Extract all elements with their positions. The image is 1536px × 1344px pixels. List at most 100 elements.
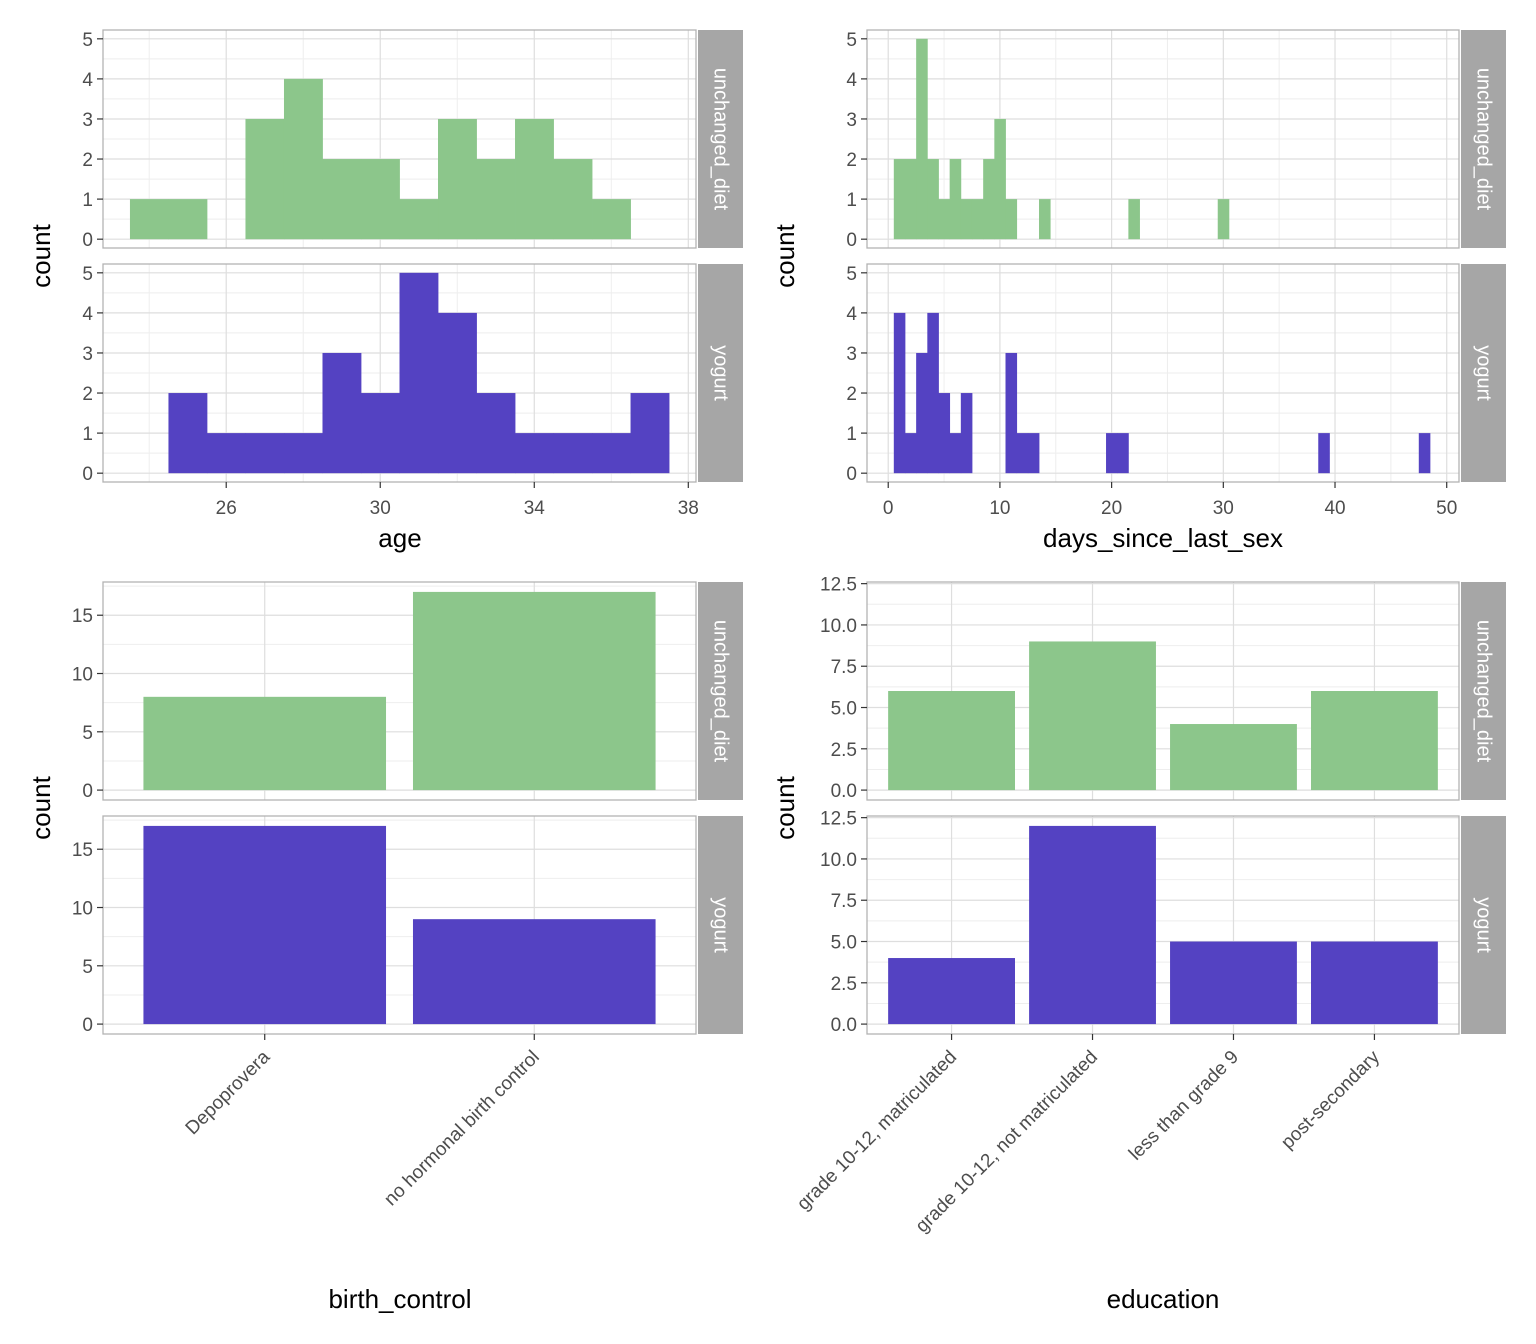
histogram-bar	[554, 433, 593, 473]
histogram-bar	[927, 313, 939, 473]
y-tick-label: 3	[846, 344, 857, 365]
histogram-bar	[961, 393, 973, 473]
y-tick-label: 5	[82, 957, 93, 978]
y-tick-label: 5	[82, 30, 93, 51]
y-tick-label: 3	[82, 344, 93, 365]
histogram-bar	[400, 199, 439, 239]
x-tick-label: 10	[989, 498, 1010, 519]
histogram-bar	[938, 199, 950, 239]
histogram-bar	[245, 433, 284, 473]
y-tick-label: 0	[846, 230, 857, 251]
bar	[1170, 942, 1297, 1025]
bar	[1170, 724, 1297, 790]
y-tick-label: 4	[82, 70, 93, 91]
y-axis-title: count	[26, 775, 56, 839]
x-tick-label: 0	[883, 498, 894, 519]
y-tick-label: 15	[72, 840, 93, 861]
y-tick-label: 0	[82, 1015, 93, 1036]
facet-strip-label: yogurt	[710, 345, 732, 401]
y-tick-label: 10	[72, 665, 93, 686]
facet-strip-label: unchanged_diet	[710, 68, 732, 211]
histogram-bar	[400, 273, 439, 473]
y-tick-label: 15	[72, 606, 93, 627]
bar	[1029, 641, 1156, 790]
histogram-bar	[322, 159, 361, 239]
y-tick-label: 12.5	[820, 809, 857, 830]
x-tick-label: 38	[678, 498, 699, 519]
y-tick-label: 10.0	[820, 616, 857, 637]
bar	[143, 826, 386, 1024]
facet-strip-label: unchanged_diet	[1473, 620, 1495, 763]
histogram-bar	[1006, 199, 1018, 239]
y-tick-label: 5.0	[831, 933, 857, 954]
y-tick-label: 0	[82, 781, 93, 802]
x-tick-label: grade 10-12, matriculated	[793, 1047, 961, 1215]
y-tick-label: 5.0	[831, 699, 857, 720]
histogram-bar	[950, 159, 962, 239]
y-tick-label: 0	[846, 464, 857, 485]
y-tick-label: 4	[846, 70, 857, 91]
histogram-bar	[592, 199, 631, 239]
histogram-bar	[515, 433, 554, 473]
x-tick-label: 30	[1213, 498, 1234, 519]
facet-strip-label: yogurt	[710, 897, 732, 953]
x-tick-label: 20	[1101, 498, 1122, 519]
histogram-bar	[361, 159, 400, 239]
histogram-bar	[168, 393, 207, 473]
histogram-bar	[938, 393, 950, 473]
y-tick-label: 0	[82, 464, 93, 485]
x-tick-label: no hormonal birth control	[380, 1047, 543, 1210]
facet-strip-label: unchanged_diet	[710, 620, 732, 763]
y-tick-label: 3	[82, 110, 93, 131]
panel-unchanged-diet: 0.02.55.07.510.012.5unchanged_diet	[820, 575, 1506, 802]
y-tick-label: 4	[846, 304, 857, 325]
histogram-bar	[927, 159, 939, 239]
y-tick-label: 10.0	[820, 850, 857, 871]
histogram-bar	[916, 39, 928, 239]
y-tick-label: 5	[82, 723, 93, 744]
x-tick-label: Depoprovera	[182, 1046, 275, 1139]
histogram-bar	[168, 199, 207, 239]
histogram-bar	[207, 433, 246, 473]
y-tick-label: 1	[846, 424, 857, 445]
x-tick-label: less than grade 9	[1125, 1047, 1243, 1165]
histogram-bar	[284, 79, 323, 239]
histogram-bar	[1039, 199, 1051, 239]
x-tick-label: 40	[1324, 498, 1345, 519]
facet-strip-label: unchanged_diet	[1473, 68, 1495, 211]
histogram-bar	[894, 159, 906, 239]
histogram-bar	[284, 433, 323, 473]
y-tick-label: 2.5	[831, 974, 857, 995]
x-axis-title: days_since_last_sex	[1043, 523, 1283, 553]
x-tick-label: 50	[1436, 498, 1457, 519]
histogram-bar	[1218, 199, 1230, 239]
y-tick-label: 2	[82, 150, 93, 171]
panel-yogurt: 051015yogurt	[72, 816, 743, 1036]
chart-education: 0.02.55.07.510.012.5unchanged_diet0.02.5…	[770, 575, 1506, 1314]
histogram-bar	[1006, 353, 1018, 473]
histogram-bar	[554, 159, 593, 239]
histogram-bar	[477, 159, 516, 239]
x-tick-label: post-secondary	[1277, 1046, 1384, 1153]
y-tick-label: 2	[82, 384, 93, 405]
histogram-bar	[361, 393, 400, 473]
histogram-bar	[961, 199, 973, 239]
histogram-bar	[905, 159, 917, 239]
bar	[888, 691, 1015, 790]
histogram-bar	[515, 119, 554, 239]
histogram-bar	[1318, 433, 1330, 473]
histogram-bar	[1028, 433, 1040, 473]
panel-yogurt: 0 1 2 3 4 5 yogurt	[846, 264, 1506, 485]
histogram-bar	[1419, 433, 1431, 473]
y-axis-title: count	[770, 223, 800, 287]
histogram-bar	[994, 119, 1006, 239]
y-tick-label: 2.5	[831, 740, 857, 761]
bar	[413, 592, 656, 790]
panel-yogurt: 0 1 2 3 4 5 yogurt	[82, 264, 743, 485]
bar	[1311, 691, 1438, 790]
bar	[413, 919, 656, 1024]
y-tick-label: 4	[82, 304, 93, 325]
y-axis-title: count	[26, 223, 56, 287]
facet-strip-label: yogurt	[1473, 345, 1495, 401]
